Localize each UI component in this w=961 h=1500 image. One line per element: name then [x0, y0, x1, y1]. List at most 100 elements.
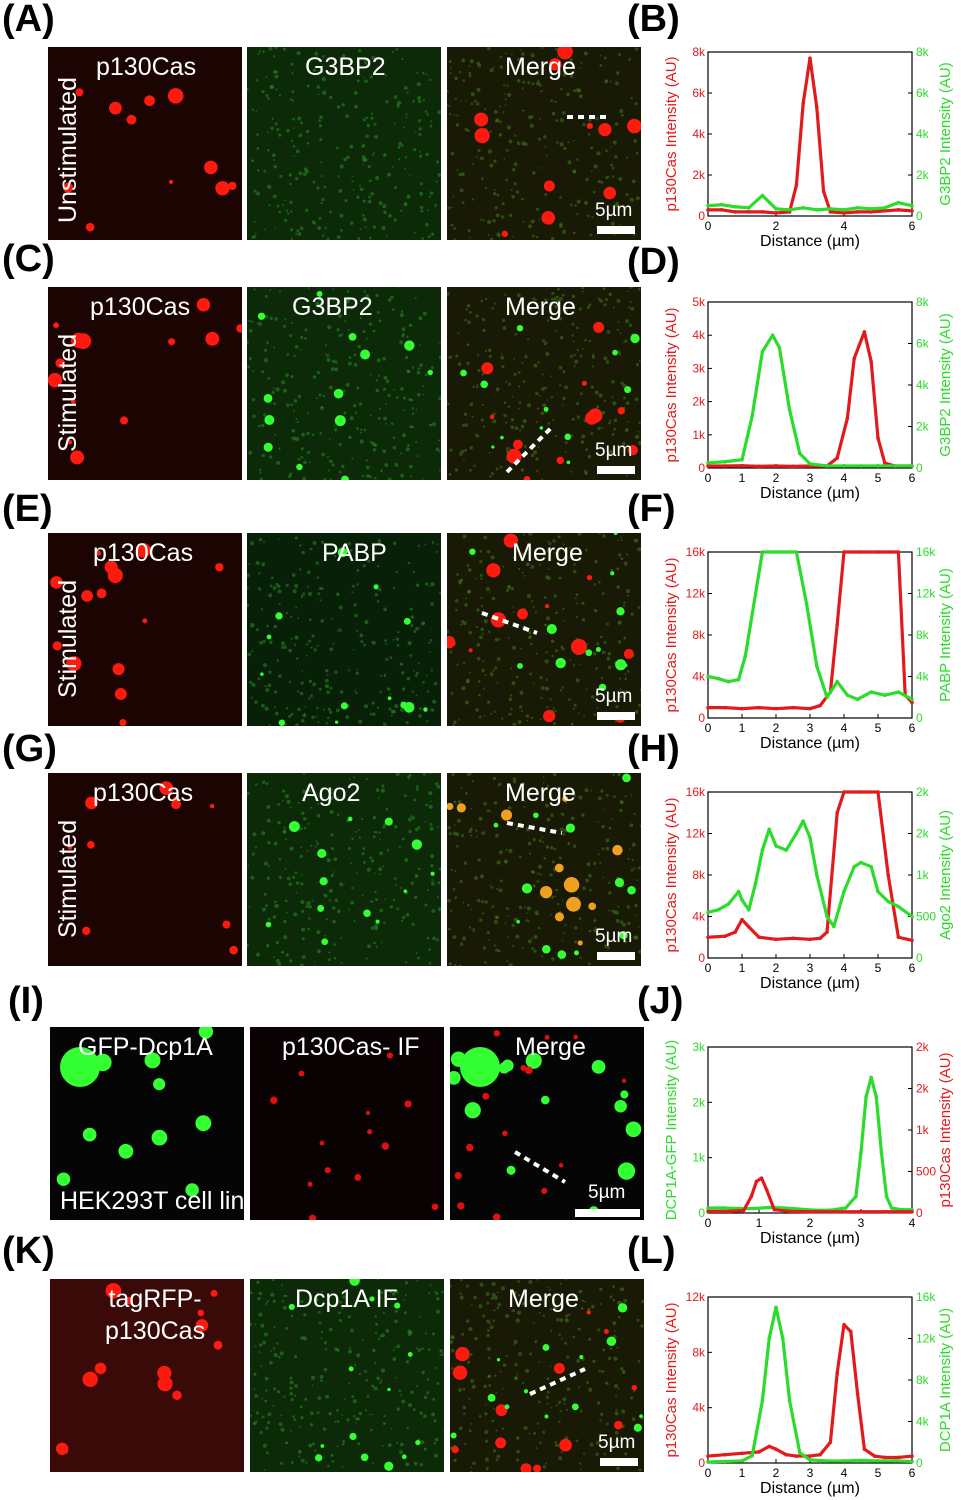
data-point	[774, 211, 778, 215]
data-point	[753, 881, 758, 886]
data-point	[886, 873, 890, 877]
data-point	[825, 930, 829, 934]
data-point	[896, 200, 901, 205]
micrograph-5-2: Merge 5µm	[450, 1279, 644, 1472]
scale-bar	[600, 1458, 638, 1466]
y-right-tick-label: 8k	[916, 45, 930, 59]
y-right-tick-label: 0	[916, 711, 923, 725]
x-tick-label: 2	[807, 1216, 814, 1230]
data-point	[757, 705, 761, 710]
data-point	[874, 1095, 879, 1099]
y-left-tick-label: 12k	[686, 827, 706, 841]
x-tick-label: 2	[773, 721, 780, 735]
data-point	[842, 550, 846, 554]
data-point	[825, 695, 829, 700]
channel-title: PABP	[322, 539, 387, 567]
data-point	[723, 459, 727, 464]
scale-bar-label: 5µm	[595, 686, 633, 707]
data-point	[859, 550, 863, 554]
y-right-tick-label: 4k	[916, 378, 930, 392]
x-axis-label: Distance (µm)	[760, 1230, 860, 1247]
data-point	[828, 207, 833, 211]
data-point	[862, 330, 867, 334]
y-left-tick-label: 0	[698, 711, 705, 725]
data-point	[910, 700, 914, 705]
data-point	[760, 1398, 765, 1403]
y-left-axis-label: p130Cas Intensity (AU)	[663, 797, 680, 952]
x-tick-label: 1	[739, 721, 746, 735]
micrograph-4-0: GFP-Dcp1A HEK293T cell line	[50, 1027, 244, 1220]
y-right-axis-label: G3BP2 Intensity (AU)	[937, 313, 954, 456]
x-axis-label: Distance (µm)	[760, 735, 860, 752]
scale-bar-label: 5µm	[598, 1432, 636, 1453]
panel-letter-b: (B)	[627, 0, 680, 40]
data-point	[757, 1450, 761, 1454]
y-left-tick-label: 8k	[692, 1345, 706, 1359]
data-point	[859, 860, 863, 865]
data-point	[801, 819, 805, 823]
y-left-axis-label: p130Cas Intensity (AU)	[663, 1302, 680, 1457]
data-point	[798, 1450, 802, 1455]
data-point	[825, 464, 829, 468]
data-point	[759, 1176, 764, 1180]
x-tick-label: 0	[705, 961, 712, 975]
x-tick-label: 6	[909, 1466, 916, 1480]
data-point	[896, 904, 901, 909]
y-left-axis-label: p130Cas Intensity (AU)	[663, 557, 680, 712]
scale-bar	[597, 952, 635, 960]
data-point	[815, 105, 819, 110]
data-point	[849, 1329, 853, 1334]
data-point	[706, 1454, 710, 1458]
data-point	[808, 462, 812, 466]
y-left-tick-label: 1k	[692, 428, 706, 442]
scale-bar-label: 5µm	[595, 200, 633, 221]
y-left-tick-label: 8k	[692, 45, 706, 59]
data-point	[787, 408, 792, 412]
data-point	[818, 703, 822, 708]
channel-title: G3BP2	[292, 293, 373, 321]
channel-title: p130Cas	[93, 539, 194, 567]
x-tick-label: 3	[807, 961, 814, 975]
x-tick-label: 5	[875, 721, 882, 735]
data-point	[859, 1209, 863, 1214]
data-point	[842, 464, 846, 468]
data-point	[896, 208, 901, 212]
y-right-tick-label: 4k	[916, 127, 930, 141]
data-point	[774, 464, 778, 468]
x-tick-label: 1	[739, 471, 746, 485]
data-point	[723, 934, 727, 939]
condition-label: Stimulated	[54, 333, 82, 452]
y-right-tick-label: 4k	[916, 1415, 930, 1429]
data-point	[706, 203, 710, 208]
data-point	[869, 210, 873, 214]
y-right-tick-label: 0	[916, 209, 923, 223]
intensity-plot-d: 0 1 2 3 4 5 6 0 1k 2k 3k 4k 5k 0 2k 4k 6k 8k Distance (µm)…	[660, 290, 960, 505]
y-right-tick-label: 0	[916, 461, 923, 475]
data-point	[808, 706, 812, 711]
data-point	[910, 1209, 914, 1214]
y-left-tick-label: 6k	[692, 86, 706, 100]
data-point	[815, 208, 819, 212]
data-point	[893, 1459, 897, 1463]
y-right-tick-label: 12k	[916, 1332, 936, 1346]
y-right-tick-label: 12k	[916, 587, 936, 601]
x-tick-label: 4	[909, 1216, 916, 1230]
y-right-tick-label: 6k	[916, 337, 930, 351]
y-right-tick-label: 8k	[916, 295, 930, 309]
panel-letter-f: (F)	[627, 488, 676, 530]
y-left-axis-label: p130Cas Intensity (AU)	[663, 307, 680, 462]
data-point	[723, 1459, 727, 1464]
data-point	[808, 1458, 812, 1462]
data-point	[825, 914, 829, 919]
y-left-tick-label: 2k	[692, 1095, 706, 1109]
data-point	[869, 207, 873, 211]
y-left-tick-label: 0	[698, 461, 705, 475]
y-left-tick-label: 4k	[692, 1401, 706, 1415]
data-point	[716, 676, 720, 681]
data-point	[736, 889, 741, 894]
y-right-tick-label: 8k	[916, 628, 930, 642]
data-point	[842, 208, 846, 212]
channel-title: Merge	[505, 779, 576, 807]
series-line-green	[707, 550, 913, 701]
data-point	[818, 936, 822, 941]
